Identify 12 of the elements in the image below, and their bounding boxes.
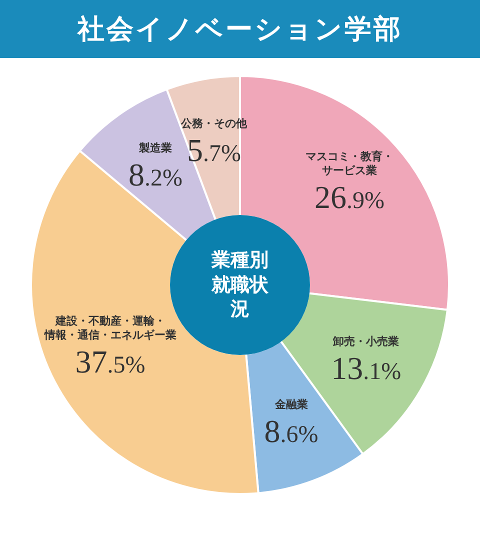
data-label: 13.1%	[331, 350, 402, 386]
slice-label: マスコミ・教育・サービス業	[305, 150, 394, 177]
slice-label: 金融業	[274, 398, 308, 412]
chart-title: 社会イノベーション学部	[0, 0, 480, 58]
data-label: 8.2%	[128, 156, 183, 193]
data-label: 26.9%	[314, 178, 384, 215]
data-label: 37.5%	[75, 344, 146, 380]
slice-label: 公務・その他	[180, 117, 248, 130]
data-label: 8.6%	[264, 413, 318, 450]
data-label: 5.7%	[186, 132, 241, 168]
slice-label: 製造業	[138, 142, 172, 155]
slice-label: 卸売・小売業	[332, 335, 400, 348]
